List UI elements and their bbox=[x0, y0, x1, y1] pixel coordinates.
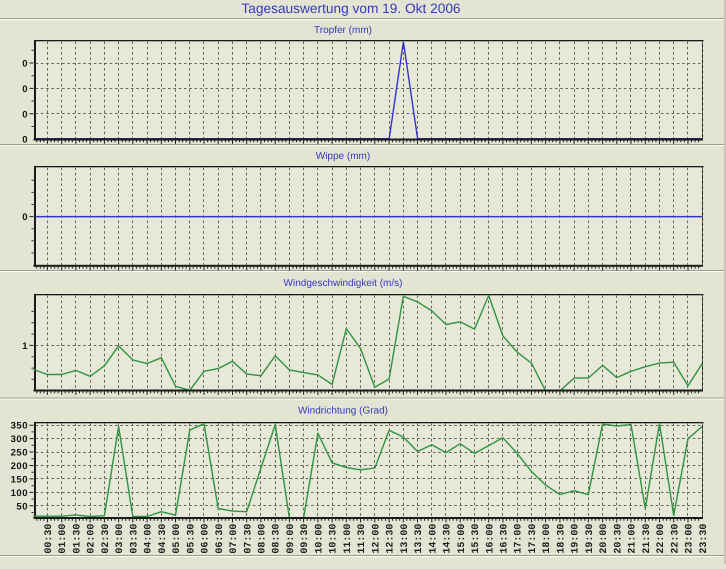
svg-text:19:00: 19:00 bbox=[571, 524, 582, 554]
svg-text:14:00: 14:00 bbox=[428, 524, 439, 554]
svg-text:09:30: 09:30 bbox=[300, 524, 311, 554]
svg-text:13:00: 13:00 bbox=[400, 524, 411, 554]
svg-text:22:30: 22:30 bbox=[670, 524, 681, 554]
svg-text:200: 200 bbox=[11, 461, 28, 472]
svg-text:05:30: 05:30 bbox=[186, 524, 197, 554]
svg-text:12:30: 12:30 bbox=[386, 524, 397, 554]
svg-text:Tropfer (mm): Tropfer (mm) bbox=[314, 25, 372, 36]
svg-text:18:30: 18:30 bbox=[556, 524, 567, 554]
svg-text:10:00: 10:00 bbox=[314, 524, 325, 554]
svg-text:01:30: 01:30 bbox=[73, 524, 84, 554]
svg-text:16:00: 16:00 bbox=[485, 524, 496, 554]
svg-text:250: 250 bbox=[11, 448, 28, 459]
svg-text:50: 50 bbox=[16, 501, 28, 512]
svg-text:06:00: 06:00 bbox=[201, 524, 212, 554]
svg-text:11:00: 11:00 bbox=[343, 524, 354, 554]
svg-text:100: 100 bbox=[11, 488, 28, 499]
svg-text:14:30: 14:30 bbox=[443, 524, 454, 554]
svg-text:15:30: 15:30 bbox=[471, 524, 482, 554]
svg-text:0: 0 bbox=[22, 212, 28, 223]
svg-text:150: 150 bbox=[11, 474, 28, 485]
svg-text:09:00: 09:00 bbox=[286, 524, 297, 554]
svg-text:Tagesauswertung vom 19. Okt 20: Tagesauswertung vom 19. Okt 2006 bbox=[241, 1, 461, 16]
svg-text:02:30: 02:30 bbox=[101, 524, 112, 554]
svg-text:03:00: 03:00 bbox=[115, 524, 126, 554]
svg-text:21:30: 21:30 bbox=[642, 524, 653, 554]
svg-text:06:30: 06:30 bbox=[215, 524, 226, 554]
svg-text:05:00: 05:00 bbox=[172, 524, 183, 554]
svg-text:18:00: 18:00 bbox=[542, 524, 553, 554]
svg-text:0: 0 bbox=[22, 109, 28, 120]
svg-text:17:30: 17:30 bbox=[528, 524, 539, 554]
svg-text:19:30: 19:30 bbox=[585, 524, 596, 554]
svg-text:15:00: 15:00 bbox=[457, 524, 468, 554]
svg-text:07:00: 07:00 bbox=[229, 524, 240, 554]
svg-text:13:30: 13:30 bbox=[414, 524, 425, 554]
svg-text:300: 300 bbox=[11, 434, 28, 445]
svg-text:23:30: 23:30 bbox=[699, 524, 710, 554]
svg-text:08:30: 08:30 bbox=[272, 524, 283, 554]
svg-text:02:00: 02:00 bbox=[87, 524, 98, 554]
svg-text:03:30: 03:30 bbox=[129, 524, 140, 554]
svg-text:Wippe (mm): Wippe (mm) bbox=[316, 151, 370, 162]
svg-text:Windrichtung (Grad): Windrichtung (Grad) bbox=[298, 405, 388, 416]
svg-text:10:30: 10:30 bbox=[329, 524, 340, 554]
svg-text:07:30: 07:30 bbox=[243, 524, 254, 554]
svg-text:1: 1 bbox=[22, 341, 28, 352]
svg-text:01:00: 01:00 bbox=[58, 524, 69, 554]
svg-text:21:00: 21:00 bbox=[628, 524, 639, 554]
svg-text:0: 0 bbox=[22, 84, 28, 95]
svg-text:00:30: 00:30 bbox=[44, 524, 55, 554]
svg-text:20:30: 20:30 bbox=[613, 524, 624, 554]
svg-text:16:30: 16:30 bbox=[500, 524, 511, 554]
svg-text:12:00: 12:00 bbox=[371, 524, 382, 554]
svg-text:08:00: 08:00 bbox=[258, 524, 269, 554]
svg-text:11:30: 11:30 bbox=[357, 524, 368, 554]
svg-text:04:00: 04:00 bbox=[144, 524, 155, 554]
svg-text:04:30: 04:30 bbox=[158, 524, 169, 554]
svg-text:Windgeschwindigkeit (m/s): Windgeschwindigkeit (m/s) bbox=[284, 278, 403, 289]
svg-text:17:00: 17:00 bbox=[514, 524, 525, 554]
svg-text:20:00: 20:00 bbox=[599, 524, 610, 554]
svg-text:23:00: 23:00 bbox=[685, 524, 696, 554]
svg-text:0: 0 bbox=[22, 59, 28, 70]
svg-text:350: 350 bbox=[11, 421, 28, 432]
svg-text:22:00: 22:00 bbox=[656, 524, 667, 554]
svg-text:0: 0 bbox=[22, 135, 28, 146]
